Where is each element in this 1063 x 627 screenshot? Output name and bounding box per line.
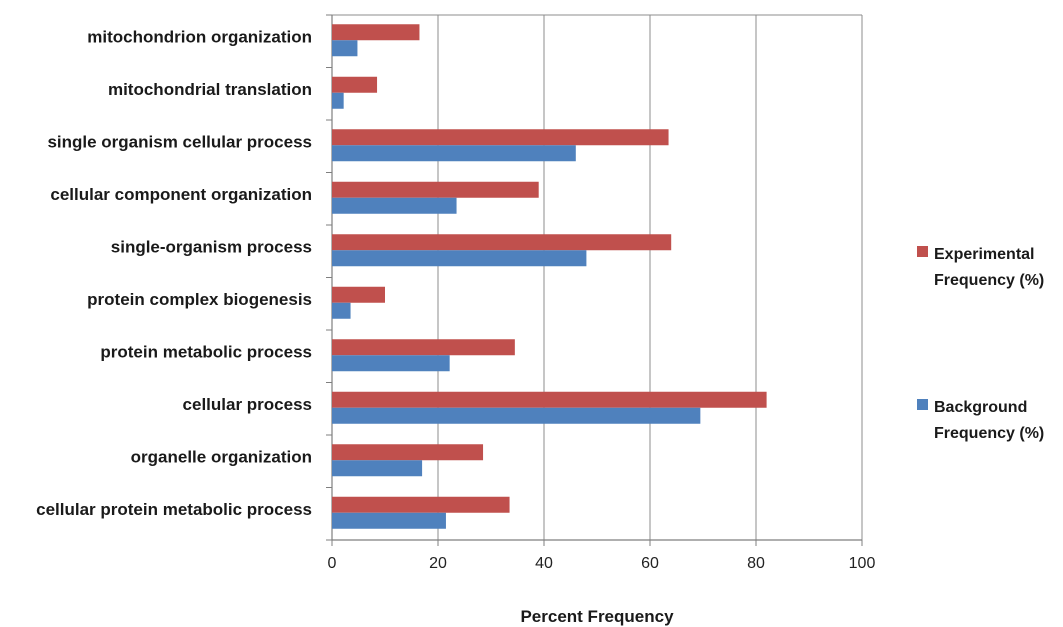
x-tick-label: 0 — [328, 555, 337, 572]
bar-background — [332, 512, 446, 529]
bar-experimental — [332, 444, 484, 461]
category-label: cellular component organization — [50, 185, 312, 204]
x-tick-label: 60 — [641, 555, 659, 572]
bar-experimental — [332, 24, 420, 41]
category-label: mitochondrial translation — [108, 80, 312, 99]
bar-experimental — [332, 286, 385, 303]
category-label: cellular protein metabolic process — [36, 500, 312, 519]
bar-experimental — [332, 391, 767, 408]
x-axis-title: Percent Frequency — [520, 607, 674, 626]
bar-experimental — [332, 181, 539, 198]
bar-experimental — [332, 234, 672, 251]
category-label: single-organism process — [111, 238, 312, 257]
bar-experimental — [332, 76, 378, 93]
bar-background — [332, 250, 587, 267]
category-label: cellular process — [183, 395, 312, 414]
bar-experimental — [332, 496, 510, 513]
bar-background — [332, 407, 701, 424]
bar-experimental — [332, 129, 669, 146]
category-label: protein complex biogenesis — [87, 290, 312, 309]
x-tick-label: 40 — [535, 555, 553, 572]
category-label: protein metabolic process — [100, 343, 312, 362]
bar-background — [332, 302, 351, 319]
legend-swatch-experimental — [917, 246, 928, 257]
category-label: single organism cellular process — [47, 133, 312, 152]
bar-background — [332, 92, 344, 109]
category-label: mitochondrion organization — [87, 28, 312, 47]
x-tick-label: 100 — [849, 555, 876, 572]
legend-label: Frequency (%) — [934, 272, 1044, 289]
bar-background — [332, 460, 423, 477]
bar-background — [332, 40, 358, 57]
category-label: organelle organization — [131, 448, 312, 467]
x-tick-label: 20 — [429, 555, 447, 572]
bar-experimental — [332, 339, 515, 356]
legend-swatch-background — [917, 399, 928, 410]
legend-label: Experimental — [934, 246, 1034, 263]
bar-background — [332, 355, 450, 372]
legend-label: Frequency (%) — [934, 425, 1044, 442]
legend-label: Background — [934, 399, 1027, 416]
bar-background — [332, 145, 576, 162]
bar-background — [332, 197, 457, 214]
x-tick-label: 80 — [747, 555, 765, 572]
